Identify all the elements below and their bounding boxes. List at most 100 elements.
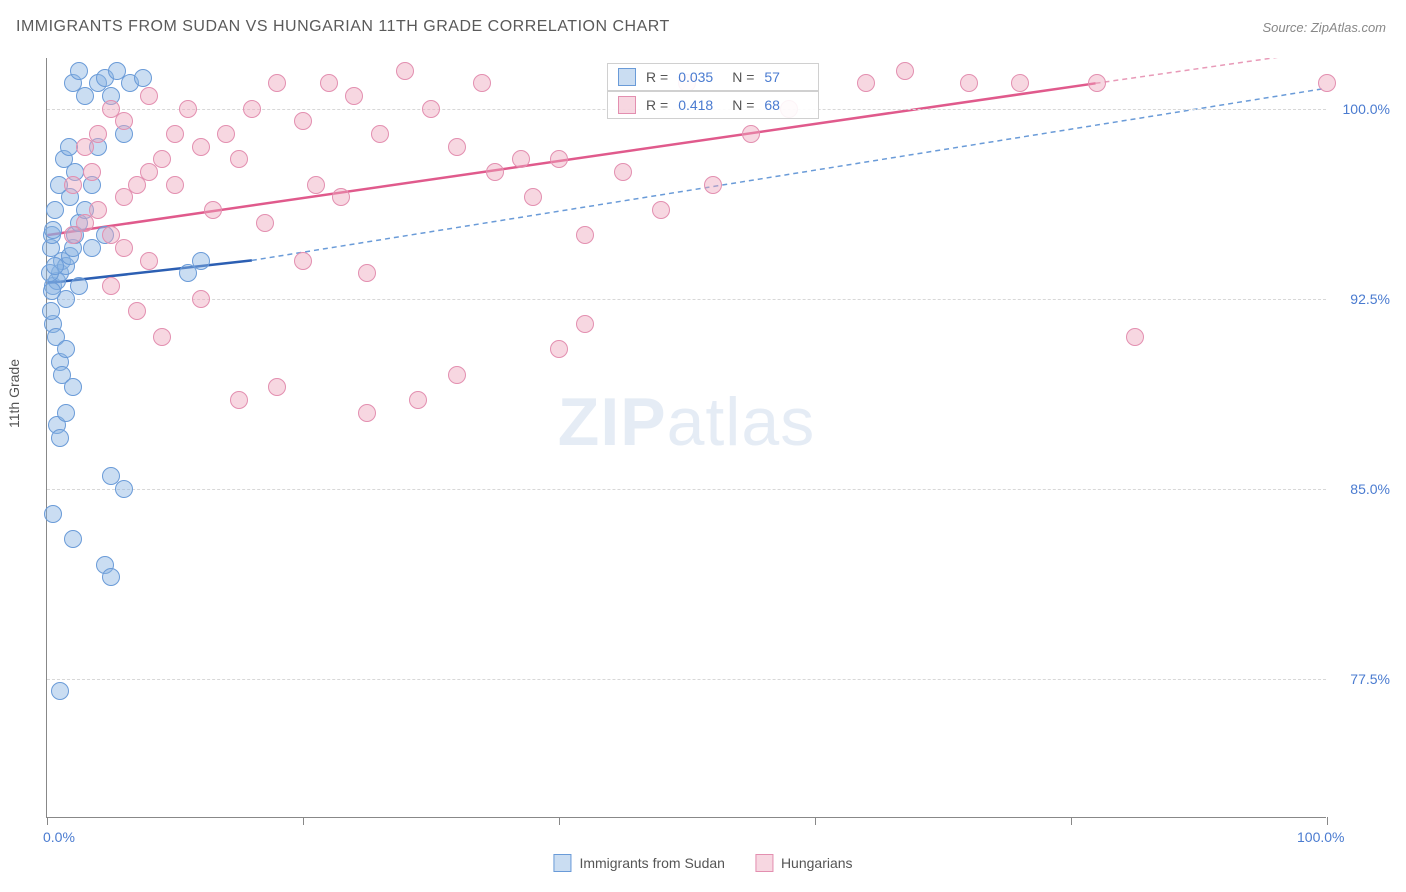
data-point — [57, 340, 75, 358]
legend-swatch — [553, 854, 571, 872]
data-point — [115, 112, 133, 130]
legend-item: Immigrants from Sudan — [553, 854, 725, 872]
data-point — [614, 163, 632, 181]
data-point — [89, 125, 107, 143]
data-point — [230, 391, 248, 409]
watermark-light: atlas — [667, 384, 816, 460]
data-point — [960, 74, 978, 92]
legend-item: Hungarians — [755, 854, 853, 872]
data-point — [448, 138, 466, 156]
data-point — [89, 201, 107, 219]
data-point — [896, 62, 914, 80]
y-axis-label: 11th Grade — [6, 359, 22, 428]
data-point — [256, 214, 274, 232]
legend-swatch — [618, 96, 636, 114]
stats-box: R =0.035N =57 — [607, 63, 819, 91]
data-point — [473, 74, 491, 92]
x-tick — [815, 817, 816, 825]
data-point — [128, 302, 146, 320]
data-point — [742, 125, 760, 143]
data-point — [134, 69, 152, 87]
trend-lines-svg — [47, 58, 1326, 817]
data-point — [51, 429, 69, 447]
data-point — [1318, 74, 1336, 92]
data-point — [140, 252, 158, 270]
plot-area: ZIPatlas 77.5%85.0%92.5%100.0%0.0%100.0%… — [46, 58, 1326, 818]
data-point — [179, 264, 197, 282]
data-point — [153, 328, 171, 346]
x-tick — [559, 817, 560, 825]
chart-title: IMMIGRANTS FROM SUDAN VS HUNGARIAN 11TH … — [16, 18, 670, 36]
watermark: ZIPatlas — [558, 383, 815, 461]
data-point — [64, 176, 82, 194]
y-tick-label: 85.0% — [1350, 481, 1390, 497]
data-point — [204, 201, 222, 219]
data-point — [345, 87, 363, 105]
data-point — [550, 150, 568, 168]
data-point — [524, 188, 542, 206]
data-point — [448, 366, 466, 384]
data-point — [64, 530, 82, 548]
data-point — [243, 100, 261, 118]
data-point — [51, 682, 69, 700]
data-point — [115, 480, 133, 498]
data-point — [60, 138, 78, 156]
data-point — [46, 257, 64, 275]
data-point — [576, 226, 594, 244]
data-point — [294, 112, 312, 130]
data-point — [153, 150, 171, 168]
stat-r-label: R = — [646, 97, 668, 113]
stat-n-label: N = — [732, 69, 754, 85]
data-point — [358, 264, 376, 282]
data-point — [140, 87, 158, 105]
source-credit: Source: ZipAtlas.com — [1262, 20, 1386, 35]
data-point — [115, 239, 133, 257]
data-point — [396, 62, 414, 80]
x-tick-label: 0.0% — [43, 829, 75, 845]
data-point — [43, 282, 61, 300]
data-point — [422, 100, 440, 118]
stat-n-label: N = — [732, 97, 754, 113]
trend-line — [1096, 58, 1326, 83]
x-tick-label: 100.0% — [1297, 829, 1344, 845]
data-point — [320, 74, 338, 92]
legend-swatch — [755, 854, 773, 872]
data-point — [42, 302, 60, 320]
y-tick-label: 100.0% — [1343, 101, 1390, 117]
data-point — [64, 378, 82, 396]
y-tick-label: 77.5% — [1350, 671, 1390, 687]
x-tick — [303, 817, 304, 825]
data-point — [46, 201, 64, 219]
data-point — [358, 404, 376, 422]
data-point — [179, 100, 197, 118]
data-point — [294, 252, 312, 270]
data-point — [57, 404, 75, 422]
stat-r-value: 0.035 — [678, 69, 722, 85]
legend-bottom: Immigrants from Sudan Hungarians — [553, 854, 852, 872]
data-point — [102, 568, 120, 586]
data-point — [268, 378, 286, 396]
legend-label: Hungarians — [781, 855, 853, 871]
data-point — [512, 150, 530, 168]
data-point — [576, 315, 594, 333]
data-point — [166, 125, 184, 143]
y-tick-label: 92.5% — [1350, 291, 1390, 307]
data-point — [70, 277, 88, 295]
data-point — [76, 87, 94, 105]
data-point — [371, 125, 389, 143]
data-point — [1088, 74, 1106, 92]
data-point — [1011, 74, 1029, 92]
legend-swatch — [618, 68, 636, 86]
gridline — [47, 679, 1326, 680]
watermark-bold: ZIP — [558, 384, 667, 460]
gridline — [47, 489, 1326, 490]
data-point — [83, 163, 101, 181]
stat-n-value: 57 — [764, 69, 808, 85]
data-point — [166, 176, 184, 194]
data-point — [332, 188, 350, 206]
stat-r-value: 0.418 — [678, 97, 722, 113]
data-point — [857, 74, 875, 92]
data-point — [1126, 328, 1144, 346]
data-point — [102, 277, 120, 295]
gridline — [47, 299, 1326, 300]
